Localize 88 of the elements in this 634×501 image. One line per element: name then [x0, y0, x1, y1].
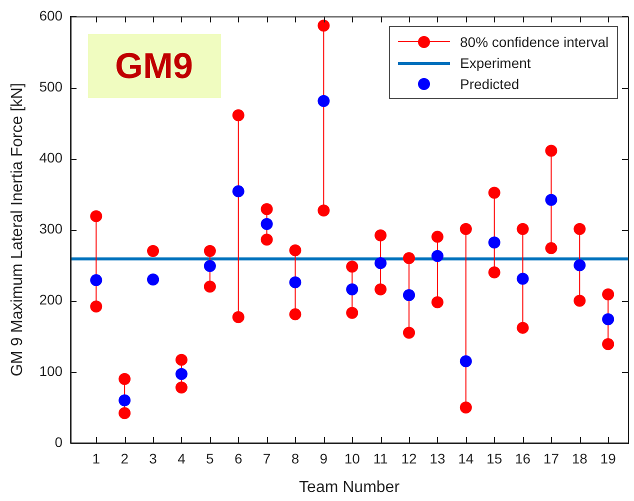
point — [232, 311, 244, 324]
point — [260, 234, 273, 246]
x-tick-label: 6 — [234, 450, 242, 466]
x-tick-label: 11 — [373, 450, 388, 466]
annotation: GM9 — [88, 34, 221, 98]
point — [289, 276, 302, 288]
point — [90, 210, 102, 222]
x-tick-label: 2 — [120, 450, 129, 466]
point — [574, 222, 586, 235]
x-tick-label: 1 — [92, 450, 100, 466]
x-tick-label: 19 — [600, 450, 616, 466]
point — [403, 326, 416, 339]
x-tick-label: 15 — [486, 450, 502, 466]
point — [460, 401, 472, 414]
point — [516, 322, 529, 334]
point — [90, 300, 102, 312]
x-tick-label: 17 — [543, 450, 560, 466]
legend-label: Experiment — [460, 54, 531, 71]
x-tick-label: 13 — [430, 450, 446, 466]
point — [574, 294, 586, 307]
point — [403, 252, 416, 264]
point — [488, 186, 500, 199]
point — [204, 280, 216, 293]
point — [602, 338, 614, 350]
point — [488, 236, 500, 248]
point — [374, 283, 387, 296]
point — [118, 394, 131, 406]
point — [118, 407, 131, 420]
point — [545, 242, 558, 254]
y-tick-label: 100 — [39, 362, 63, 379]
point — [318, 204, 330, 217]
point — [232, 185, 244, 198]
x-tick-label: 3 — [149, 450, 158, 466]
x-tick-label: 8 — [291, 450, 300, 466]
point — [318, 95, 330, 108]
point — [516, 272, 529, 285]
point — [289, 244, 302, 256]
x-tick-label: 5 — [206, 450, 214, 466]
point — [346, 306, 358, 319]
point — [118, 373, 131, 386]
point — [260, 218, 273, 230]
x-tick-label: 16 — [514, 450, 531, 466]
x-tick-label: 7 — [262, 450, 271, 466]
y-tick-label: 200 — [39, 292, 63, 308]
point — [232, 109, 244, 122]
x-tick-label: 12 — [401, 450, 417, 466]
point — [175, 368, 188, 380]
point — [403, 289, 416, 302]
point — [602, 313, 614, 326]
x-tick-label: 10 — [344, 450, 360, 466]
point — [374, 229, 387, 242]
point — [545, 144, 558, 157]
point — [431, 296, 444, 308]
legend-label: Predicted — [460, 76, 520, 92]
point — [346, 283, 358, 296]
point — [545, 194, 558, 206]
y-tick-label: 500 — [39, 78, 63, 94]
x-tick-label: 9 — [320, 450, 328, 466]
x-tick-label: 14 — [458, 450, 474, 466]
point — [516, 222, 529, 235]
point — [574, 259, 586, 272]
y-tick-label: 0 — [54, 434, 63, 450]
point — [602, 288, 614, 300]
point — [460, 355, 472, 368]
point — [431, 250, 444, 262]
point — [431, 230, 444, 243]
point — [147, 273, 160, 286]
x-tick-label: 18 — [572, 450, 588, 466]
point — [204, 260, 216, 272]
point — [147, 245, 160, 258]
point — [204, 245, 216, 258]
point — [318, 20, 330, 32]
point — [346, 260, 358, 273]
point — [90, 274, 102, 286]
point — [460, 222, 472, 235]
y-tick-label: 400 — [39, 149, 63, 166]
y-tick-label: 600 — [39, 7, 63, 24]
point — [260, 203, 273, 216]
point — [374, 257, 387, 270]
point — [488, 266, 500, 278]
x-tick-label: 4 — [178, 450, 186, 466]
point — [175, 354, 188, 366]
point — [289, 308, 302, 320]
y-tick-label: 300 — [39, 220, 63, 237]
point — [175, 382, 188, 394]
legend-label: 80% confidence interval — [460, 34, 609, 50]
y-axis-title: GM 9 Maximum Lateral Inertia Force [kN] — [9, 82, 26, 376]
x-axis-title: Team Number — [299, 478, 400, 496]
